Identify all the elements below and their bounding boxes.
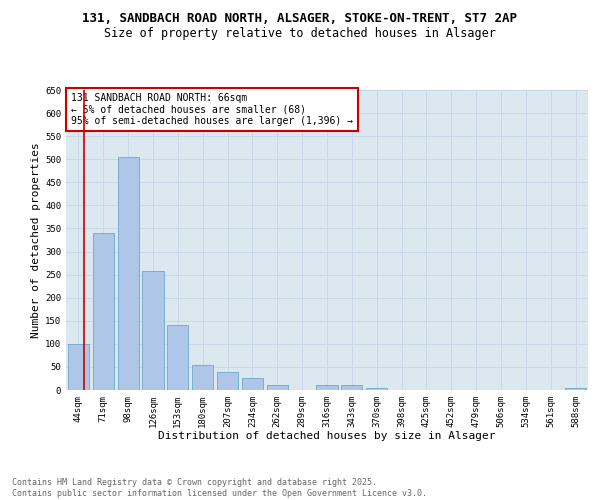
Bar <box>217 372 238 390</box>
Bar <box>267 386 288 390</box>
Bar <box>118 157 139 390</box>
Bar <box>192 364 213 390</box>
X-axis label: Distribution of detached houses by size in Alsager: Distribution of detached houses by size … <box>158 432 496 442</box>
Bar <box>167 326 188 390</box>
Bar <box>93 233 114 390</box>
Bar <box>316 386 338 390</box>
Bar <box>565 388 586 390</box>
Bar <box>142 272 164 390</box>
Bar <box>68 344 89 390</box>
Text: Contains HM Land Registry data © Crown copyright and database right 2025.
Contai: Contains HM Land Registry data © Crown c… <box>12 478 427 498</box>
Y-axis label: Number of detached properties: Number of detached properties <box>31 142 41 338</box>
Text: 131 SANDBACH ROAD NORTH: 66sqm
← 5% of detached houses are smaller (68)
95% of s: 131 SANDBACH ROAD NORTH: 66sqm ← 5% of d… <box>71 93 353 126</box>
Text: Size of property relative to detached houses in Alsager: Size of property relative to detached ho… <box>104 28 496 40</box>
Bar <box>366 388 387 390</box>
Bar <box>341 386 362 390</box>
Bar <box>242 378 263 390</box>
Text: 131, SANDBACH ROAD NORTH, ALSAGER, STOKE-ON-TRENT, ST7 2AP: 131, SANDBACH ROAD NORTH, ALSAGER, STOKE… <box>83 12 517 26</box>
